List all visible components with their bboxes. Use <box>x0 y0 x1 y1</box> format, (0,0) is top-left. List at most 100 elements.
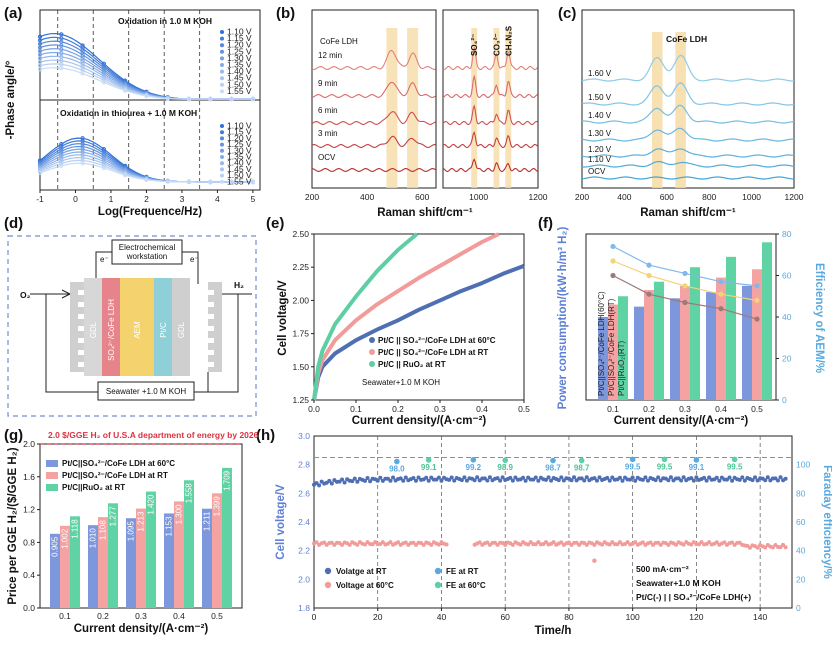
h-point-rt <box>452 478 457 483</box>
f-eff-point-2-0 <box>610 272 616 279</box>
g-bar-2-0 <box>70 516 80 608</box>
a-bot-point <box>80 161 85 166</box>
e-xtick-5: 0.5 <box>518 404 530 414</box>
a-legend-top-7: 1.45 V <box>227 73 252 83</box>
a-legend-top-marker-6 <box>220 69 224 74</box>
h-point-rt <box>605 475 610 480</box>
a-legend-top-marker-8 <box>220 82 224 87</box>
h-point-rt <box>350 479 355 484</box>
panel-c-highlight-bands <box>651 32 686 188</box>
b-series-label-0: 12 min <box>318 51 342 60</box>
a-bot-point <box>186 179 192 185</box>
panel-a-bottom-curves <box>37 136 256 185</box>
h-point-rt <box>640 477 645 482</box>
a-top-point <box>208 96 213 102</box>
h-point-rt <box>753 475 758 480</box>
panel-h-fe-points: 98.0 99.2 98.7 99.5 99.1 99.1 98.9 98.7 99.5 99.5 <box>389 456 743 474</box>
panel-b-x-ticks: 200 400 600 1000 1200 <box>305 192 548 202</box>
a-legend-top-marker-1 <box>220 36 224 41</box>
panel-a-legend-bottom: 1.10 V1.15 V1.20 V1.25 V1.30 V1.35 V1.40… <box>220 121 252 186</box>
h-fe-60-label-2: 98.7 <box>574 464 590 473</box>
h-point-rt <box>679 478 684 483</box>
f-bar-0-0 <box>598 317 608 400</box>
h-point-rt <box>533 475 538 480</box>
h-point-rt <box>607 478 612 483</box>
g-bar-2-1 <box>108 503 118 608</box>
f-eff-point-0-2 <box>682 270 688 277</box>
h-point-60 <box>747 545 752 550</box>
d-tooth-right-4 <box>208 338 214 343</box>
g-value-label-1-4: 1.399 <box>213 496 222 517</box>
h-point-60 <box>503 542 508 547</box>
diagram-outer-box <box>7 235 257 417</box>
panel-letter-c: (c) <box>558 5 576 22</box>
a-legend-bot-marker-2 <box>220 136 224 141</box>
a-bot-series-9 <box>39 162 253 183</box>
a-legend-top-6: 1.40 V <box>227 66 252 76</box>
e-xtick-0: 0.0 <box>308 404 320 414</box>
h-point-60 <box>396 540 401 545</box>
h-point-rt <box>342 480 347 485</box>
h-point-rt <box>653 478 658 483</box>
g-legend-swatch-1 <box>46 472 58 479</box>
c-series-label-4: 1.20 V <box>588 145 612 154</box>
panel-f-bars <box>598 242 772 400</box>
panel-c-x-label: Raman shift/cm⁻¹ <box>640 207 736 219</box>
f-eff-point-0-4 <box>754 283 760 289</box>
a-top-point <box>59 50 64 56</box>
h-point-rt <box>521 475 526 480</box>
a-legend-top-marker-9 <box>220 89 224 94</box>
g-xtick-1: 0.2 <box>97 611 109 621</box>
h-point-rt <box>449 475 454 480</box>
panel-b: CoFe LDH 12 min 9 min 6 min 3 min OCV SO₄²⁻ C… <box>305 9 548 219</box>
h-point-rt <box>495 476 500 481</box>
panel-h-note-1: 500 mA·cm⁻² <box>636 564 689 574</box>
h-point-rt <box>365 476 370 481</box>
panel-g-legend: Pt/C||SO₄²⁻/CoFe LDH at 60°C Pt/C||SO₄²⁻/… <box>46 459 175 492</box>
panel-h: 98.0 99.2 98.7 99.5 99.1 99.1 98.9 98.7 99.5 99.5… <box>275 431 832 637</box>
f-eff-point-0-1 <box>646 262 652 268</box>
g-bar-1-1 <box>98 517 108 608</box>
h-point-60 <box>380 540 385 545</box>
h-ytick-1: 2.0 <box>298 574 310 584</box>
panel-f-ticks: 0.1 0.2 0.3 0.4 0.5 0 20 40 60 80 <box>607 229 792 414</box>
g-value-label-2-0: 1.118 <box>71 519 80 539</box>
g-bar-2-3 <box>184 480 194 608</box>
h-ytick-2: 2.2 <box>298 546 310 556</box>
g-xtick-4: 0.5 <box>211 611 223 621</box>
h-point-60-outlier <box>592 558 597 563</box>
panel-e: 0.0 0.1 0.2 0.3 0.4 0.5 1.25 1.50 1.75 2.00 2.25 2.… <box>277 229 530 427</box>
panel-a-title-bottom: Oxidation in thiourea + 1.0 M KOH <box>60 108 197 118</box>
b-series-label-4: OCV <box>318 153 336 162</box>
h-point-rt <box>378 475 383 480</box>
a-legend-bot-marker-0 <box>220 124 224 128</box>
g-value-label-0-1: 1.010 <box>89 528 98 549</box>
a-top-point <box>59 32 64 37</box>
a-legend-bot-marker-8 <box>220 173 224 178</box>
h-point-rt <box>543 477 548 482</box>
h-point-rt <box>737 477 742 482</box>
a-bot-point <box>37 169 43 174</box>
h-point-rt <box>681 475 686 480</box>
h-point-60 <box>689 542 694 547</box>
h-point-rt <box>426 478 431 483</box>
g-legend-swatch-0 <box>46 460 58 467</box>
h-point-60 <box>600 542 605 547</box>
h-fe-60-label-1: 98.9 <box>497 463 513 472</box>
a-xtick-2: 1 <box>109 194 114 204</box>
c-spectrum-0 <box>581 54 794 82</box>
h-point-rt <box>329 481 334 486</box>
a-bot-point <box>250 179 256 185</box>
g-value-label-1-1: 1.108 <box>99 520 108 541</box>
h-fe-60-2 <box>578 457 585 464</box>
e-xtick-3: 0.3 <box>434 404 446 414</box>
g-bar-1-4 <box>212 493 222 608</box>
panel-e-legend: Pt/C || SO₄²⁻/CoFe LDH at 60°C Pt/C || SO… <box>369 336 496 369</box>
layer-gdl-right <box>172 278 190 376</box>
h-fe-rt-label-1: 99.2 <box>466 463 482 472</box>
panel-b-frame-left <box>311 9 437 189</box>
c-series-label-1: 1.50 V <box>588 93 612 102</box>
h-ytick-0: 1.8 <box>298 603 310 613</box>
d-tooth-right-5 <box>208 350 214 355</box>
h-point-rt <box>485 478 490 483</box>
